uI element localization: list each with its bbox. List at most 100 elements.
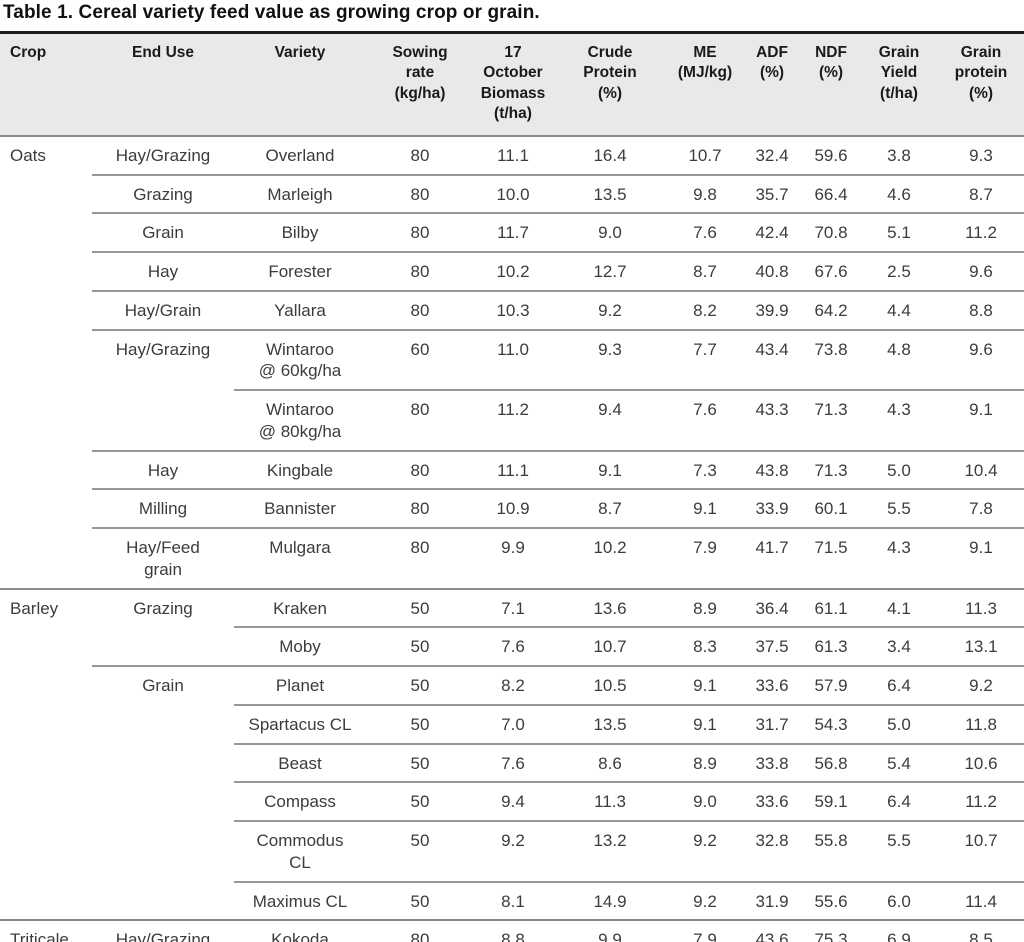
- cell-grain-protein: 9.1: [938, 527, 1024, 589]
- cell-end-use: Hay/Grazing: [115, 145, 211, 165]
- cell-crude-protein: 9.0: [552, 212, 668, 253]
- cell-variety: Compass: [234, 781, 366, 822]
- cell-crop: [0, 330, 92, 391]
- cell-adf: 43.4: [742, 328, 802, 391]
- cell-me: 8.3: [668, 626, 742, 667]
- cell-end-use: Grazing: [92, 173, 234, 214]
- cell-grain-protein: 11.3: [938, 587, 1024, 628]
- cell-crop: Triticale: [0, 919, 92, 942]
- cell-crude-protein: 10.2: [552, 527, 668, 589]
- cell-crude-protein: 8.6: [552, 742, 668, 783]
- cell-end-use: [92, 782, 234, 821]
- cell-grain-protein: 11.4: [938, 880, 1024, 921]
- cell-ndf: 56.8: [802, 742, 860, 783]
- cell-variety: Kingbale: [234, 449, 366, 490]
- cell-adf: 40.8: [742, 251, 802, 291]
- cell-grain-protein: 11.2: [938, 781, 1024, 822]
- cell-variety: Kokoda: [234, 919, 366, 942]
- cell-ndf: 71.3: [802, 449, 860, 490]
- cell-grain-yield: 5.1: [860, 212, 938, 253]
- cell-variety: Spartacus CL: [234, 703, 366, 744]
- cell-sowing-rate: 50: [366, 820, 474, 882]
- cell-me: 9.0: [668, 781, 742, 822]
- cell-end-use: Hay/Grain: [92, 289, 234, 330]
- cell-me: 10.7: [688, 145, 722, 165]
- cell-crop: [0, 882, 92, 921]
- cell-variety: Bilby: [234, 212, 366, 253]
- cell-end-use: Hay: [92, 449, 234, 490]
- cell-biomass: 7.6: [474, 626, 552, 667]
- cell-sowing-rate: 50: [366, 880, 474, 921]
- cell-crop: [0, 666, 92, 705]
- cell-crude-protein: 9.9: [552, 919, 668, 942]
- cell-ndf: 70.8: [802, 212, 860, 253]
- table-row: Hay/Feed grain Mulgara 80 9.9 10.2 7.9 41.7 71.…: [0, 527, 1024, 589]
- cell-sowing-rate: 80: [366, 527, 474, 589]
- cell-ndf: 61.3: [802, 626, 860, 667]
- cell-adf: 37.5: [742, 626, 802, 667]
- cell-end-use: [92, 882, 234, 921]
- cell-sowing-rate: 80: [366, 251, 474, 291]
- cell-adf: 41.7: [742, 527, 802, 589]
- table-row: Compass 50 9.4 11.3 9.0 33.6 59.1 6.4 11.2: [0, 781, 1024, 822]
- cell-grain-protein: 8.8: [938, 289, 1024, 330]
- cell-grain-yield: 6.4: [860, 665, 938, 705]
- cell-end-use: Grazing: [92, 587, 234, 628]
- column-header-crop: Crop: [0, 30, 92, 137]
- cell-me: 8.9: [668, 587, 742, 628]
- cell-crude-protein: 10.5: [552, 665, 668, 705]
- cell-biomass: 11.2: [474, 389, 552, 451]
- cell-grain-yield: 5.0: [860, 449, 938, 490]
- cell-grain-yield: 4.3: [860, 389, 938, 451]
- cell-ndf: 66.4: [802, 173, 860, 214]
- cell-crude-protein: 10.7: [552, 626, 668, 667]
- table-row: Grain Bilby 80 11.7 9.0 7.6 42.4 70.8 5.1 11.2: [0, 212, 1024, 253]
- cell-biomass: 9.2: [474, 820, 552, 882]
- cell-variety: Bannister: [234, 488, 366, 529]
- cell-sowing-rate: 50: [366, 626, 474, 667]
- cell-ndf: 71.3: [802, 389, 860, 451]
- cell-sowing-rate: 80: [366, 488, 474, 529]
- table-row: Commodus CL 50 9.2 13.2 9.2 32.8 55.8 5.5 10.7: [0, 820, 1024, 882]
- cell-crude-protein: 9.4: [552, 389, 668, 451]
- cell-biomass: 11.1: [474, 449, 552, 490]
- cell-adf: 35.7: [742, 173, 802, 214]
- cell-crude-protein: 12.7: [552, 251, 668, 291]
- cell-grain-yield: 2.5: [860, 251, 938, 291]
- cell-me: 7.6: [668, 212, 742, 253]
- table-row: Maximus CL 50 8.1 14.9 9.2 31.9 55.6 6.0 11.4: [0, 880, 1024, 921]
- cell-grain-yield: 6.9: [860, 919, 938, 942]
- cell-crop: [0, 744, 92, 783]
- cell-crude-protein: 13.5: [552, 173, 668, 214]
- cell-end-use: [92, 390, 234, 451]
- cell-me: 9.1: [668, 488, 742, 529]
- cell-biomass: 7.0: [474, 703, 552, 744]
- cell-grain-protein: 10.7: [938, 820, 1024, 882]
- cell-me: 9.2: [668, 880, 742, 921]
- cell-crop: [0, 627, 92, 666]
- cell-variety: Wintaroo @ 60kg/ha: [234, 328, 366, 391]
- cell-biomass: 10.0: [474, 173, 552, 214]
- cell-ndf: 75.3: [802, 919, 860, 942]
- cell-grain-yield: 6.4: [860, 781, 938, 822]
- cell-adf: 33.6: [742, 781, 802, 822]
- cell-adf: 32.8: [742, 820, 802, 882]
- cell-grain-yield: 5.5: [860, 820, 938, 882]
- cell-variety: Kraken: [234, 587, 366, 628]
- cell-ndf: 60.1: [802, 488, 860, 529]
- cell-variety: Wintaroo @ 80kg/ha: [234, 389, 366, 451]
- column-header-sowing-rate: Sowing rate (kg/ha): [366, 30, 474, 137]
- cell-adf: 33.6: [742, 665, 802, 705]
- table-header-row: Crop End Use Variety Sowing rate (kg/ha) 17 …: [0, 30, 1024, 137]
- cell-sowing-rate: 80: [366, 173, 474, 214]
- cell-me: 8.9: [668, 742, 742, 783]
- cell-grain-protein: 9.1: [938, 389, 1024, 451]
- cell-biomass: 7.1: [474, 587, 552, 628]
- cell-variety: Commodus CL: [234, 820, 366, 882]
- cell-sowing-rate: 50: [366, 665, 474, 705]
- cell-crude-protein: 14.9: [552, 880, 668, 921]
- cell-ndf: 59.1: [802, 781, 860, 822]
- cell-variety: Forester: [234, 251, 366, 291]
- cell-me: 7.3: [668, 449, 742, 490]
- column-header-ndf: NDF (%): [802, 30, 860, 137]
